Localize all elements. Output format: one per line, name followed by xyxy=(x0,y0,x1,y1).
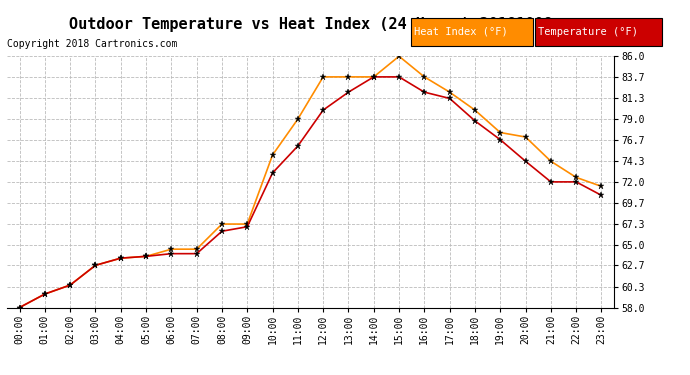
Text: Copyright 2018 Cartronics.com: Copyright 2018 Cartronics.com xyxy=(7,39,177,50)
Text: Heat Index (°F): Heat Index (°F) xyxy=(414,27,508,37)
Text: Outdoor Temperature vs Heat Index (24 Hours) 20181008: Outdoor Temperature vs Heat Index (24 Ho… xyxy=(69,17,552,32)
Text: Temperature (°F): Temperature (°F) xyxy=(538,27,638,37)
